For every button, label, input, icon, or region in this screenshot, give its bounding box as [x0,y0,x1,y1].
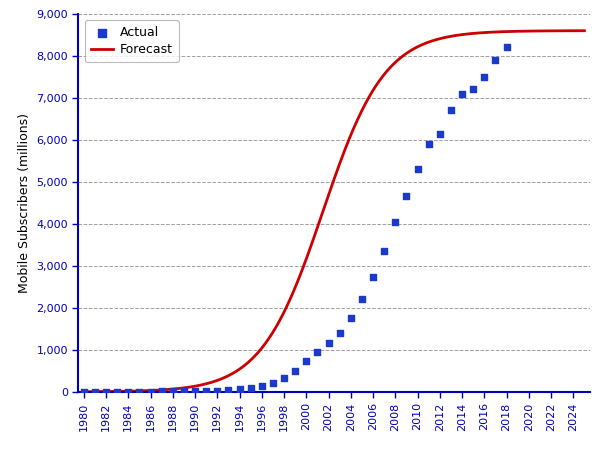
Actual [435,130,445,137]
Actual [457,90,467,97]
Actual [101,388,111,396]
Actual [135,388,144,396]
Actual [90,388,100,396]
Actual [157,388,167,395]
Actual [346,315,356,322]
Actual [357,296,367,303]
Line: Forecast: Forecast [84,31,585,392]
Actual [379,248,389,255]
Forecast [480,30,487,35]
Forecast [581,28,588,34]
Actual [391,218,400,225]
Actual [302,357,311,365]
Forecast [80,389,87,395]
Forecast [283,305,290,310]
Actual [479,73,489,81]
Forecast [424,40,431,45]
Actual [446,107,456,114]
Actual [79,388,88,396]
Actual [246,384,255,392]
Actual [235,386,244,393]
Actual [113,388,122,396]
Actual [424,140,433,148]
Actual [201,388,211,395]
Actual [146,388,155,395]
Actual [501,44,511,51]
Actual [179,387,189,395]
Actual [324,340,334,347]
Actual [257,382,267,390]
Actual [335,330,344,337]
Actual [168,388,178,395]
Y-axis label: Mobile Subscribers (millions): Mobile Subscribers (millions) [17,113,31,293]
Actual [223,387,233,394]
Actual [468,86,478,93]
Actual [290,367,300,375]
Forecast [300,261,308,267]
Actual [123,388,133,396]
Actual [213,387,222,395]
Actual [190,388,200,395]
Forecast [471,30,478,36]
Actual [312,348,322,355]
Forecast [131,388,138,394]
Actual [402,192,411,200]
Actual [268,379,278,386]
Actual [368,273,378,280]
Actual [413,165,423,173]
Actual [279,375,289,382]
Legend: Actual, Forecast: Actual, Forecast [84,20,179,62]
Actual [491,56,500,64]
